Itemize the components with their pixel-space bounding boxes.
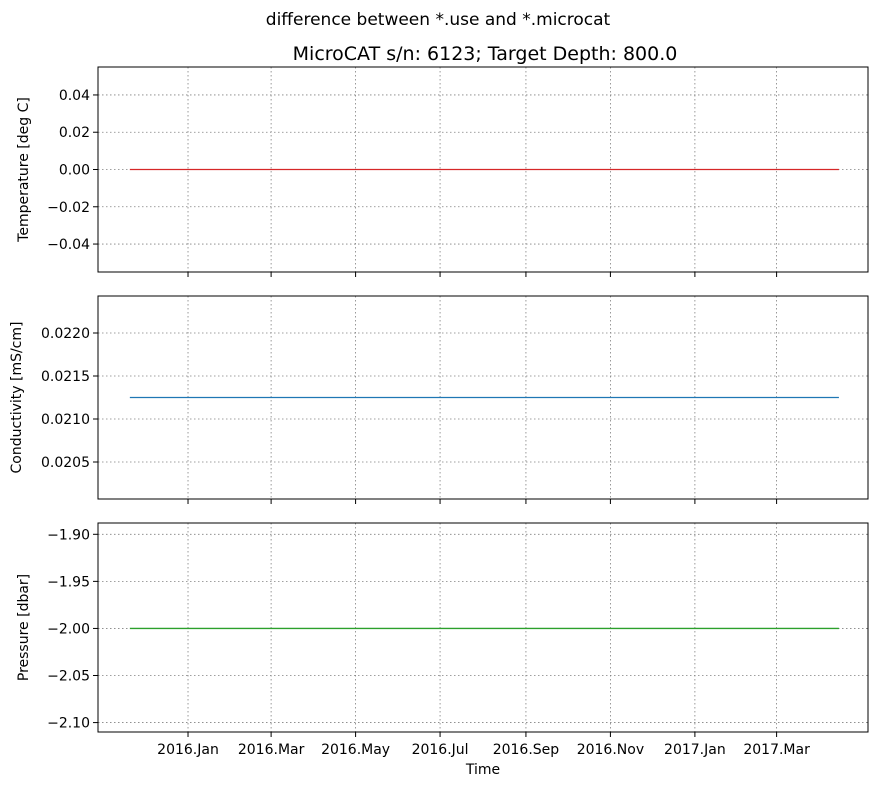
figure-suptitle: difference between *.use and *.microcat <box>266 10 611 30</box>
y-tick-label: 0.0220 <box>41 326 90 342</box>
x-tick-label: 2016.Mar <box>238 742 305 758</box>
y-tick-label: 0.0205 <box>41 455 90 471</box>
y-axis-label: Pressure [dbar] <box>16 574 32 681</box>
y-tick-label: −1.95 <box>47 574 90 590</box>
panel-2: 0.0220 0.0215 0.0210 0.0205 Conductivity [mS… <box>9 295 869 504</box>
x-tick-label: 2016.Jan <box>157 742 219 758</box>
chart-title: MicroCAT s/n: 6123; Target Depth: 800.0 <box>293 43 678 65</box>
y-tick-label: 0.02 <box>59 125 90 141</box>
y-axis-label: Temperature [deg C] <box>16 97 32 243</box>
panels: 0.04 0.02 0.00 −0.02 −0.04 Temperature [deg C… <box>9 66 869 758</box>
panel-3: 2016.Jan 2016.Mar 2016.May 2016.Jul 2016.Sep… <box>16 522 869 758</box>
x-tick-label: 2016.Jul <box>412 742 469 758</box>
y-tick-label: 0.04 <box>59 88 90 104</box>
y-tick-label: −0.04 <box>47 237 90 253</box>
y-tick-label: −2.00 <box>47 621 90 637</box>
x-tick-label: 2017.Mar <box>743 742 810 758</box>
x-axis-label: Time <box>465 762 500 778</box>
x-tick-label: 2016.Nov <box>577 742 644 758</box>
y-tick-label: −0.02 <box>47 200 90 216</box>
panel-1: 0.04 0.02 0.00 −0.02 −0.04 Temperature [deg C… <box>16 66 869 277</box>
y-tick-label: −1.90 <box>47 527 90 543</box>
y-tick-label: 0.00 <box>59 163 90 179</box>
axes-frame <box>97 66 869 273</box>
y-tick-label: −2.10 <box>47 716 90 732</box>
y-axis-label: Conductivity [mS/cm] <box>9 322 25 474</box>
axes-frame <box>97 295 869 500</box>
x-tick-label: 2016.Sep <box>493 742 560 758</box>
y-tick-label: 0.0210 <box>41 412 90 428</box>
x-tick-label: 2016.May <box>321 742 390 758</box>
axes-frame <box>97 522 869 733</box>
y-tick-label: 0.0215 <box>41 369 90 385</box>
x-tick-label: 2017.Jan <box>664 742 726 758</box>
y-tick-label: −2.05 <box>47 669 90 685</box>
